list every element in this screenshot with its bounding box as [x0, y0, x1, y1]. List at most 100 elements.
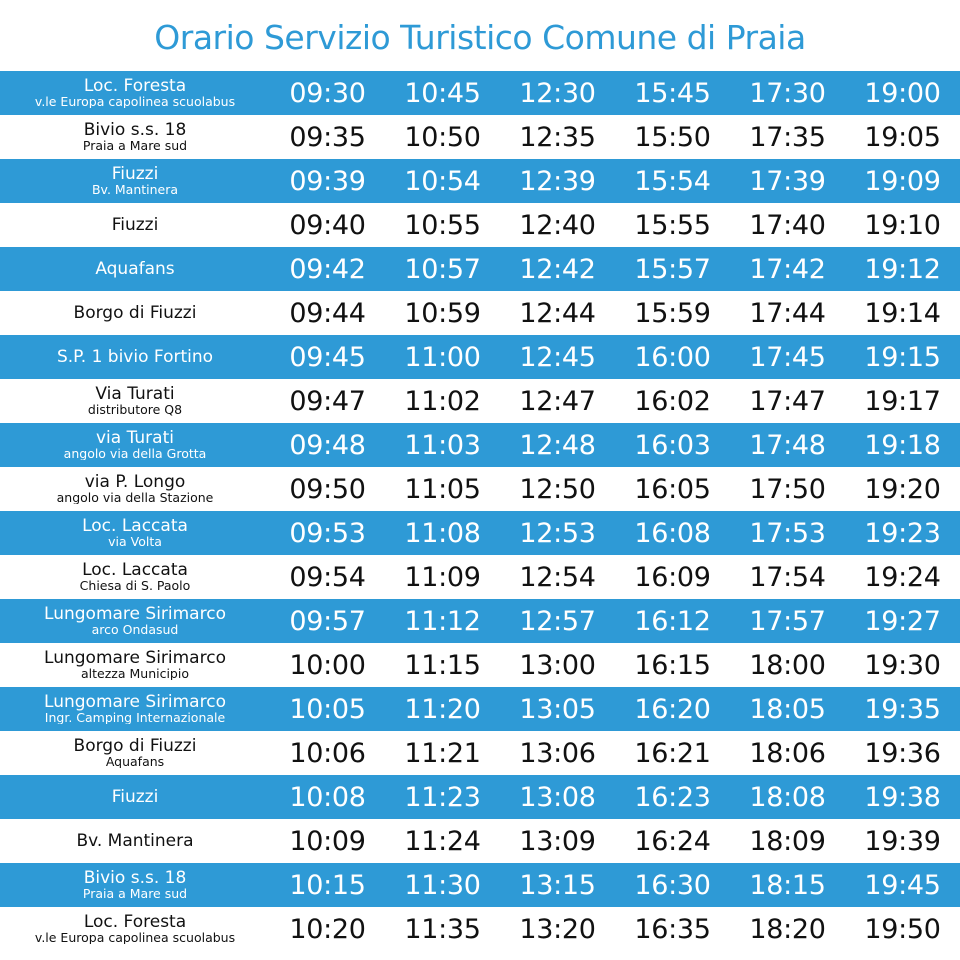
departure-time: 16:03	[634, 429, 711, 461]
table-row: Bivio s.s. 18 Praia a Mare sud 09:35 10:50 1…	[0, 115, 960, 159]
departure-time: 19:05	[864, 121, 941, 153]
stop-subtitle: v.le Europa capolinea scuolabus	[34, 93, 236, 109]
departure-time: 19:14	[864, 297, 941, 329]
table-row: Lungomare Sirimarco arco Ondasud 09:57 11:1…	[0, 599, 960, 643]
departure-time: 12:42	[519, 253, 596, 285]
departure-time: 17:45	[749, 341, 826, 373]
departure-times: 10:00 11:15 13:00 16:15 18:00 19:30	[270, 650, 960, 681]
stop-cell: Lungomare Sirimarco altezza Municipio	[0, 650, 270, 681]
stop-cell: via Turati angolo via della Grotta	[0, 430, 270, 461]
departure-time: 11:02	[404, 385, 481, 417]
departure-time: 19:39	[864, 825, 941, 857]
departure-time: 16:00	[634, 341, 711, 373]
departure-times: 09:54 11:09 12:54 16:09 17:54 19:24	[270, 562, 960, 593]
departure-time: 09:35	[289, 121, 366, 153]
departure-times: 09:53 11:08 12:53 16:08 17:53 19:23	[270, 518, 960, 549]
stop-name: Bv. Mantinera	[76, 832, 194, 850]
stop-cell: Bivio s.s. 18 Praia a Mare sud	[0, 870, 270, 901]
departure-time: 10:06	[289, 737, 366, 769]
departure-time: 15:45	[634, 77, 711, 109]
stop-name: Aquafans	[95, 260, 175, 278]
stop-name: Lungomare Sirimarco	[44, 605, 226, 624]
table-row: Bv. Mantinera 10:09 11:24 13:09 16:24 18:09 19…	[0, 819, 960, 863]
table-row: Loc. Laccata Chiesa di S. Paolo 09:54 11:09…	[0, 555, 960, 599]
departure-time: 16:02	[634, 385, 711, 417]
departure-times: 09:57 11:12 12:57 16:12 17:57 19:27	[270, 606, 960, 637]
stop-cell: Lungomare Sirimarco arco Ondasud	[0, 606, 270, 637]
table-row: Borgo di Fiuzzi 09:44 10:59 12:44 15:59 17:44…	[0, 291, 960, 335]
table-row: via Turati angolo via della Grotta 09:48 11…	[0, 423, 960, 467]
departure-time: 17:54	[749, 561, 826, 593]
stop-name: Lungomare Sirimarco	[44, 649, 226, 668]
departure-times: 09:35 10:50 12:35 15:50 17:35 19:05	[270, 122, 960, 153]
departure-time: 18:00	[749, 649, 826, 681]
departure-times: 09:39 10:54 12:39 15:54 17:39 19:09	[270, 166, 960, 197]
departure-times: 10:05 11:20 13:05 16:20 18:05 19:35	[270, 694, 960, 725]
stop-name: Loc. Foresta	[83, 913, 187, 932]
departure-times: 09:50 11:05 12:50 16:05 17:50 19:20	[270, 474, 960, 505]
departure-time: 16:05	[634, 473, 711, 505]
departure-times: 10:15 11:30 13:15 16:30 18:15 19:45	[270, 870, 960, 901]
departure-time: 18:15	[749, 869, 826, 901]
departure-time: 19:36	[864, 737, 941, 769]
departure-time: 12:35	[519, 121, 596, 153]
stop-name: Loc. Foresta	[83, 77, 187, 96]
departure-time: 19:10	[864, 209, 941, 241]
stop-name: Lungomare Sirimarco	[44, 693, 226, 712]
departure-time: 10:15	[289, 869, 366, 901]
departure-time: 11:23	[404, 781, 481, 813]
departure-time: 12:53	[519, 517, 596, 549]
stop-cell: Borgo di Fiuzzi	[0, 305, 270, 322]
departure-time: 13:15	[519, 869, 596, 901]
departure-time: 16:15	[634, 649, 711, 681]
table-row: Fiuzzi 09:40 10:55 12:40 15:55 17:40 19:10	[0, 203, 960, 247]
stop-name: Borgo di Fiuzzi	[73, 737, 197, 756]
departure-time: 17:42	[749, 253, 826, 285]
departure-time: 11:03	[404, 429, 481, 461]
departure-time: 09:50	[289, 473, 366, 505]
stop-subtitle: Aquafans	[105, 753, 165, 769]
departure-time: 12:30	[519, 77, 596, 109]
departure-time: 13:08	[519, 781, 596, 813]
departure-time: 13:20	[519, 913, 596, 945]
stop-cell: Loc. Laccata Chiesa di S. Paolo	[0, 562, 270, 593]
departure-time: 15:59	[634, 297, 711, 329]
departure-time: 11:35	[404, 913, 481, 945]
departure-time: 15:50	[634, 121, 711, 153]
stop-cell: S.P. 1 bivio Fortino	[0, 349, 270, 366]
departure-time: 19:30	[864, 649, 941, 681]
table-row: Fiuzzi 10:08 11:23 13:08 16:23 18:08 19:38	[0, 775, 960, 819]
departure-time: 18:06	[749, 737, 826, 769]
stop-name: Loc. Laccata	[82, 561, 188, 580]
departure-times: 10:08 11:23 13:08 16:23 18:08 19:38	[270, 782, 960, 813]
departure-time: 11:20	[404, 693, 481, 725]
stop-subtitle: distributore Q8	[87, 401, 183, 417]
departure-time: 11:30	[404, 869, 481, 901]
departure-time: 10:45	[404, 77, 481, 109]
departure-time: 09:39	[289, 165, 366, 197]
departure-time: 09:57	[289, 605, 366, 637]
departure-times: 09:42 10:57 12:42 15:57 17:42 19:12	[270, 254, 960, 285]
table-row: Loc. Foresta v.le Europa capolinea scuola…	[0, 907, 960, 951]
departure-time: 09:40	[289, 209, 366, 241]
departure-time: 16:35	[634, 913, 711, 945]
departure-time: 19:09	[864, 165, 941, 197]
departure-time: 19:15	[864, 341, 941, 373]
departure-time: 16:24	[634, 825, 711, 857]
stop-name: Fiuzzi	[111, 216, 159, 234]
stop-name: Fiuzzi	[111, 165, 159, 184]
table-row: Lungomare Sirimarco altezza Municipio 10:0…	[0, 643, 960, 687]
stop-cell: Loc. Laccata via Volta	[0, 518, 270, 549]
departure-time: 10:55	[404, 209, 481, 241]
departure-times: 10:20 11:35 13:20 16:35 18:20 19:50	[270, 914, 960, 945]
stop-cell: Borgo di Fiuzzi Aquafans	[0, 738, 270, 769]
departure-time: 10:50	[404, 121, 481, 153]
stop-name: S.P. 1 bivio Fortino	[56, 348, 214, 366]
stop-cell: Loc. Foresta v.le Europa capolinea scuola…	[0, 78, 270, 109]
departure-time: 13:05	[519, 693, 596, 725]
departure-time: 12:39	[519, 165, 596, 197]
departure-time: 17:39	[749, 165, 826, 197]
departure-time: 09:44	[289, 297, 366, 329]
stop-cell: Loc. Foresta v.le Europa capolinea scuola…	[0, 914, 270, 945]
departure-time: 19:20	[864, 473, 941, 505]
